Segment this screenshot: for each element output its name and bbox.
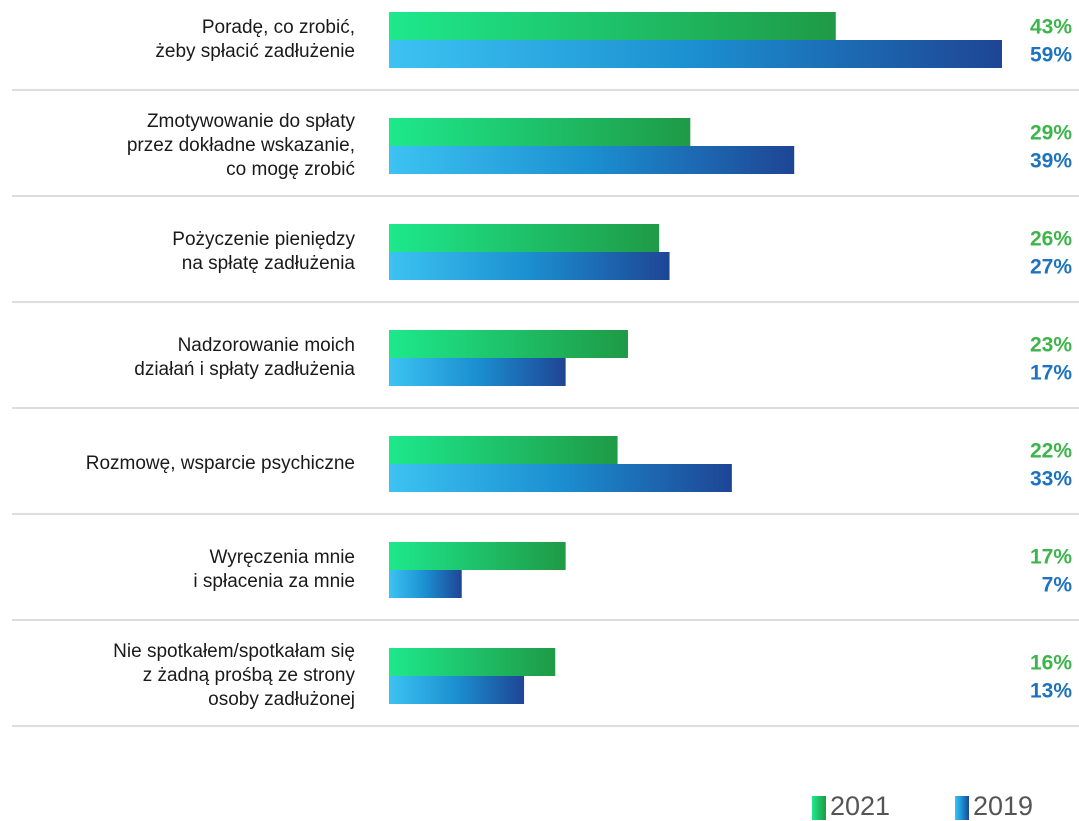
value-label: 27% <box>1030 256 1072 279</box>
value-label: 29% <box>1030 122 1072 145</box>
category-label: Nie spotkałem/spotkałam się z żadną proś… <box>113 641 355 710</box>
bar <box>389 224 660 252</box>
bar <box>389 464 732 492</box>
category-label: Wyręczenia mnie i spłacenia za mnie <box>193 547 355 592</box>
value-label: 7% <box>1042 574 1073 597</box>
value-label: 17% <box>1030 546 1072 569</box>
bar <box>389 570 462 598</box>
bar <box>389 436 618 464</box>
value-label: 39% <box>1030 150 1072 173</box>
bar <box>389 648 556 676</box>
value-label: 43% <box>1030 16 1072 39</box>
bar <box>389 358 566 386</box>
legend-swatch <box>812 796 826 820</box>
bar <box>389 252 670 280</box>
category-label: Rozmowę, wsparcie psychiczne <box>85 453 355 474</box>
bar <box>389 330 628 358</box>
category-label: Pożyczenie pieniędzy na spłatę zadłużeni… <box>172 229 355 274</box>
legend-label: 2019 <box>973 791 1033 821</box>
legend-label: 2021 <box>830 791 890 821</box>
bar <box>389 12 836 40</box>
legend-swatch <box>955 796 969 820</box>
value-label: 13% <box>1030 680 1072 703</box>
bar <box>389 118 691 146</box>
bar <box>389 146 795 174</box>
bar <box>389 40 1003 68</box>
category-label: Poradę, co zrobić, żeby spłacić zadłużen… <box>155 17 355 62</box>
value-label: 23% <box>1030 334 1072 357</box>
category-label: Zmotywowanie do spłaty przez dokładne ws… <box>126 111 355 180</box>
bar <box>389 542 566 570</box>
value-label: 22% <box>1030 440 1072 463</box>
value-label: 33% <box>1030 468 1072 491</box>
category-label: Nadzorowanie moich działań i spłaty zadł… <box>134 335 355 380</box>
value-label: 59% <box>1030 44 1072 67</box>
value-label: 16% <box>1030 652 1072 675</box>
bar <box>389 676 525 704</box>
value-label: 26% <box>1030 228 1072 251</box>
value-label: 17% <box>1030 362 1072 385</box>
